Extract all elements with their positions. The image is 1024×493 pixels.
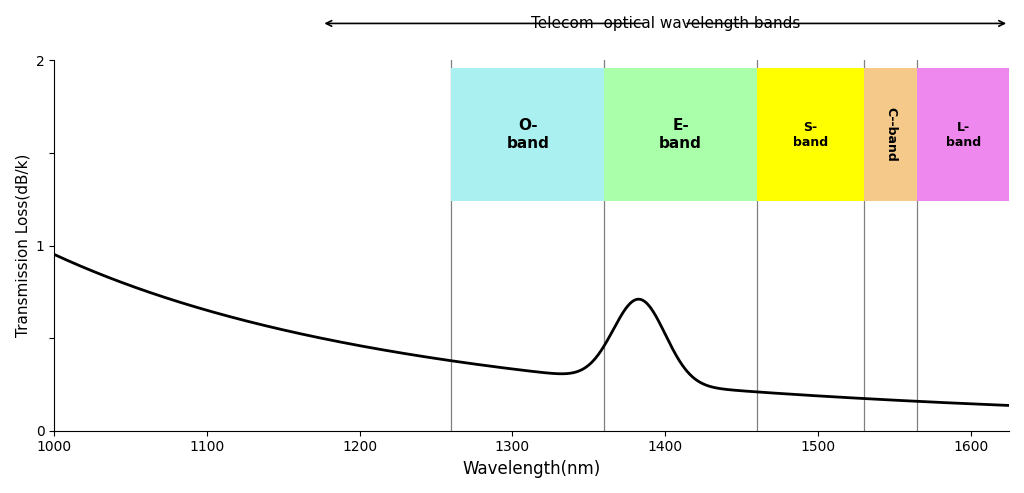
X-axis label: Wavelength(nm): Wavelength(nm) bbox=[463, 460, 601, 478]
Bar bbox=[757, 68, 864, 201]
Text: S-
band: S- band bbox=[793, 120, 828, 148]
Text: Telecom  optical wavelength bands: Telecom optical wavelength bands bbox=[530, 16, 800, 31]
Text: O-
band: O- band bbox=[506, 118, 549, 151]
Text: L-
band: L- band bbox=[945, 120, 981, 148]
Bar bbox=[864, 68, 918, 201]
Bar bbox=[604, 68, 757, 201]
Text: E-
band: E- band bbox=[659, 118, 702, 151]
Bar bbox=[918, 68, 1009, 201]
Y-axis label: Transmission Loss(dB/k): Transmission Loss(dB/k) bbox=[15, 154, 30, 337]
Bar bbox=[452, 68, 604, 201]
Text: C--band: C--band bbox=[884, 107, 897, 162]
